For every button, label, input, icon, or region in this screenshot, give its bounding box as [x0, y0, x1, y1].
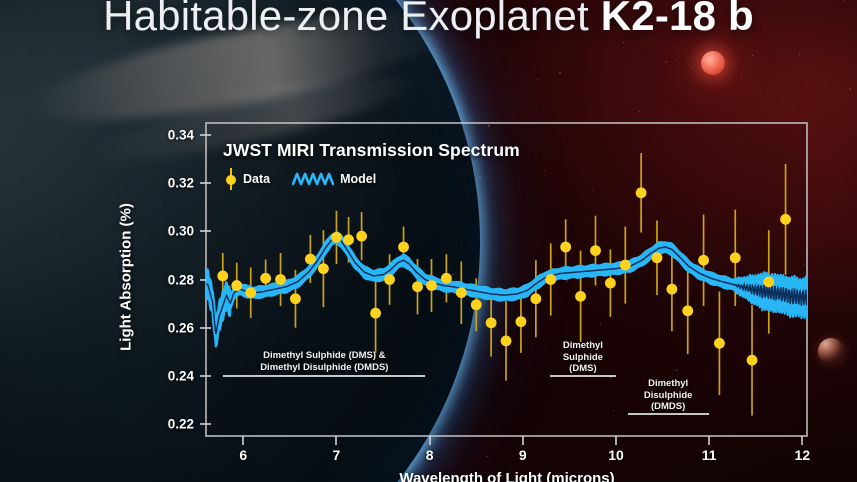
star-speck	[661, 188, 663, 190]
star-speck	[615, 433, 617, 435]
x-tick-label: 6	[239, 447, 248, 463]
star-speck	[462, 129, 464, 132]
star-speck	[843, 0, 845, 2]
star-speck	[687, 423, 689, 425]
legend-item-model: Model	[292, 171, 376, 187]
y-axis-label: Light Absorption (%)	[117, 203, 135, 351]
x-tick-mark	[428, 436, 431, 445]
x-tick-mark	[801, 436, 804, 445]
star-speck	[822, 304, 823, 305]
star-speck	[770, 217, 773, 220]
x-tick-mark	[335, 436, 338, 445]
x-tick-mark	[614, 436, 617, 445]
y-tick-mark	[200, 134, 211, 137]
x-tick-mark	[708, 436, 711, 445]
star-speck	[528, 131, 529, 133]
legend-item-data: Data	[224, 168, 270, 190]
y-tick-label: 0.30	[167, 223, 194, 239]
y-tick-mark	[200, 278, 211, 281]
y-tick-mark	[200, 326, 211, 329]
y-tick-mark	[200, 374, 211, 377]
star-speck	[537, 78, 539, 80]
x-tick-label: 10	[608, 447, 624, 463]
y-tick-label: 0.32	[167, 175, 194, 191]
host-star	[701, 51, 725, 75]
star-speck	[736, 141, 738, 143]
page-title-bold: K2-18 b	[600, 0, 754, 39]
model-wave-icon	[292, 171, 335, 187]
star-speck	[675, 369, 677, 371]
y-tick-mark	[200, 182, 211, 185]
annotation-bracket	[627, 413, 709, 415]
annotation-label: Dimethyl Sulphide (DMS) & Dimethyl Disul…	[260, 350, 389, 373]
page-title: Habitable-zone Exoplanet K2-18 b	[0, 0, 857, 40]
star-speck	[675, 60, 677, 62]
star-speck	[507, 223, 509, 225]
star-speck	[585, 219, 588, 221]
x-tick-mark	[521, 436, 524, 445]
annotation-bracket	[223, 375, 426, 377]
legend-label-data: Data	[243, 172, 271, 186]
annotation-label: Dimethyl Disulphide (DMDS)	[643, 378, 693, 412]
y-tick-mark	[200, 422, 211, 425]
y-tick-label: 0.24	[167, 368, 194, 384]
annotation-bracket	[550, 375, 616, 377]
x-tick-label: 12	[794, 447, 811, 463]
x-tick-mark	[242, 436, 245, 445]
star-speck	[845, 466, 847, 468]
star-speck	[740, 75, 742, 77]
star-speck	[550, 27, 553, 30]
star-speck	[638, 110, 640, 112]
star-speck	[623, 41, 625, 43]
star-speck	[664, 61, 667, 64]
star-speck	[849, 88, 852, 90]
y-tick-label: 0.22	[167, 416, 194, 432]
star-speck	[751, 55, 753, 57]
star-speck	[620, 113, 622, 115]
y-tick-label: 0.28	[167, 272, 194, 287]
x-tick-label: 9	[518, 447, 527, 463]
x-tick-label: 11	[701, 447, 717, 463]
star-speck	[592, 189, 593, 191]
star-speck	[691, 66, 694, 69]
exoplanet-distant	[818, 338, 844, 364]
y-tick-mark	[200, 230, 211, 233]
chart-title: JWST MIRI Transmission Spectrum	[223, 140, 520, 160]
star-speck	[610, 376, 612, 378]
annotation-label: Dimethyl Sulphide (DMS)	[562, 340, 603, 374]
page-title-light: Habitable-zone Exoplanet	[103, 0, 601, 39]
y-tick-label: 0.26	[167, 320, 194, 336]
star-speck	[786, 378, 788, 380]
chart-legend: Data Model	[224, 168, 376, 190]
y-tick-label: 0.34	[167, 127, 194, 143]
star-speck	[544, 170, 546, 172]
star-speck	[613, 410, 614, 412]
x-tick-label: 7	[332, 447, 341, 463]
star-speck	[442, 371, 445, 374]
x-tick-label: 8	[425, 447, 434, 463]
star-speck	[798, 53, 801, 55]
star-speck	[488, 124, 491, 127]
data-marker-icon	[224, 168, 237, 190]
star-speck	[479, 176, 481, 179]
star-speck	[486, 455, 488, 457]
star-speck	[559, 72, 561, 74]
x-axis-label: Wavelength of Light (microns)	[399, 470, 615, 482]
star-speck	[439, 16, 442, 19]
star-speck	[677, 56, 680, 58]
legend-label-model: Model	[340, 172, 377, 186]
